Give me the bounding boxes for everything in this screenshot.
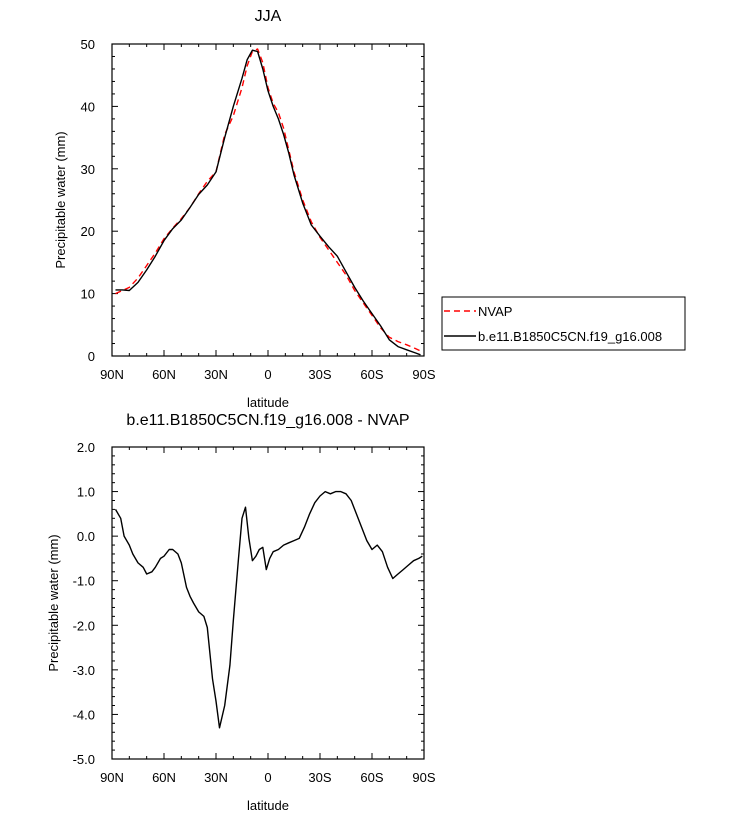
- top-chart-ticks: [111, 43, 425, 357]
- top-chart-x-tick-label: 60N: [152, 367, 176, 382]
- bottom-chart-x-tick-label: 60S: [360, 770, 383, 785]
- top-chart-x-tick-label: 90S: [412, 367, 435, 382]
- top-chart-x-tick-labels: 90N 60N 30N 0 30S 60S 90S: [100, 367, 436, 382]
- bottom-chart-x-tick-labels: 90N 60N 30N 0 30S 60S 90S: [100, 770, 436, 785]
- bottom-chart-y-tick-label: -5.0: [73, 752, 95, 767]
- bottom-chart-plot-frame: [111, 446, 425, 760]
- top-chart-series-line-model: [115, 49, 421, 356]
- bottom-chart-x-tick-label: 30S: [308, 770, 331, 785]
- top-chart-x-tick-label: 30S: [308, 367, 331, 382]
- top-chart-y-tick-label: 20: [81, 224, 95, 239]
- top-chart-title: JJA: [255, 8, 282, 25]
- bottom-chart-x-tick-label: 0: [264, 770, 271, 785]
- top-chart-series: [115, 48, 421, 356]
- top-chart-y-tick-label: 10: [81, 287, 95, 302]
- legend-label-model: b.e11.B1850C5CN.f19_g16.008: [478, 329, 662, 344]
- bottom-chart-y-tick-label: -2.0: [73, 618, 95, 633]
- bottom-chart-y-tick-label: 0.0: [77, 529, 95, 544]
- legend: NVAP b.e11.B1850C5CN.f19_g16.008: [441, 296, 686, 351]
- top-chart-panel: JJA 90N 60N 30N 0 30S 60S 90S 0 10 20 30 40 50 lati…: [53, 8, 686, 410]
- bottom-chart-y-tick-label: 1.0: [77, 485, 95, 500]
- bottom-chart-x-tick-label: 60N: [152, 770, 176, 785]
- bottom-chart-x-tick-label: 30N: [204, 770, 228, 785]
- top-chart-y-tick-labels: 0 10 20 30 40 50: [81, 37, 95, 364]
- top-chart-x-tick-label: 0: [264, 367, 271, 382]
- bottom-chart-y-tick-label: -4.0: [73, 707, 95, 722]
- top-chart-x-tick-label: 90N: [100, 367, 124, 382]
- bottom-chart-x-axis-label: latitude: [247, 798, 289, 813]
- legend-label-nvap: NVAP: [478, 304, 512, 319]
- top-chart-x-tick-label: 60S: [360, 367, 383, 382]
- bottom-chart-ticks: [111, 446, 425, 760]
- bottom-chart-y-tick-label: -3.0: [73, 663, 95, 678]
- top-chart-x-tick-label: 30N: [204, 367, 228, 382]
- top-chart-y-axis-label: Precipitable water (mm): [53, 131, 68, 268]
- bottom-chart-series: [114, 490, 423, 729]
- top-chart-y-tick-label: 0: [88, 349, 95, 364]
- top-chart-x-axis-label: latitude: [247, 395, 289, 410]
- bottom-chart-x-tick-label: 90S: [412, 770, 435, 785]
- top-chart-y-tick-label: 40: [81, 99, 95, 114]
- legend-box: [441, 296, 686, 351]
- bottom-chart-series-line-model: [114, 490, 423, 729]
- bottom-chart-x-tick-label: 90N: [100, 770, 124, 785]
- bottom-chart-y-tick-label: 2.0: [77, 440, 95, 455]
- bottom-chart-title: b.e11.B1850C5CN.f19_g16.008 - NVAP: [126, 412, 409, 429]
- bottom-chart-y-tick-label: -1.0: [73, 574, 95, 589]
- bottom-chart-y-axis-label: Precipitable water (mm): [46, 534, 61, 671]
- top-chart-y-tick-label: 30: [81, 162, 95, 177]
- bottom-chart-panel: b.e11.B1850C5CN.f19_g16.008 - NVAP 90N 60…: [46, 412, 436, 813]
- bottom-chart-y-tick-labels: 2.0 1.0 0.0 -1.0 -2.0 -3.0 -4.0 -5.0: [73, 440, 95, 767]
- top-chart-y-tick-label: 50: [81, 37, 95, 52]
- top-chart-series-line-nvap: [115, 48, 421, 352]
